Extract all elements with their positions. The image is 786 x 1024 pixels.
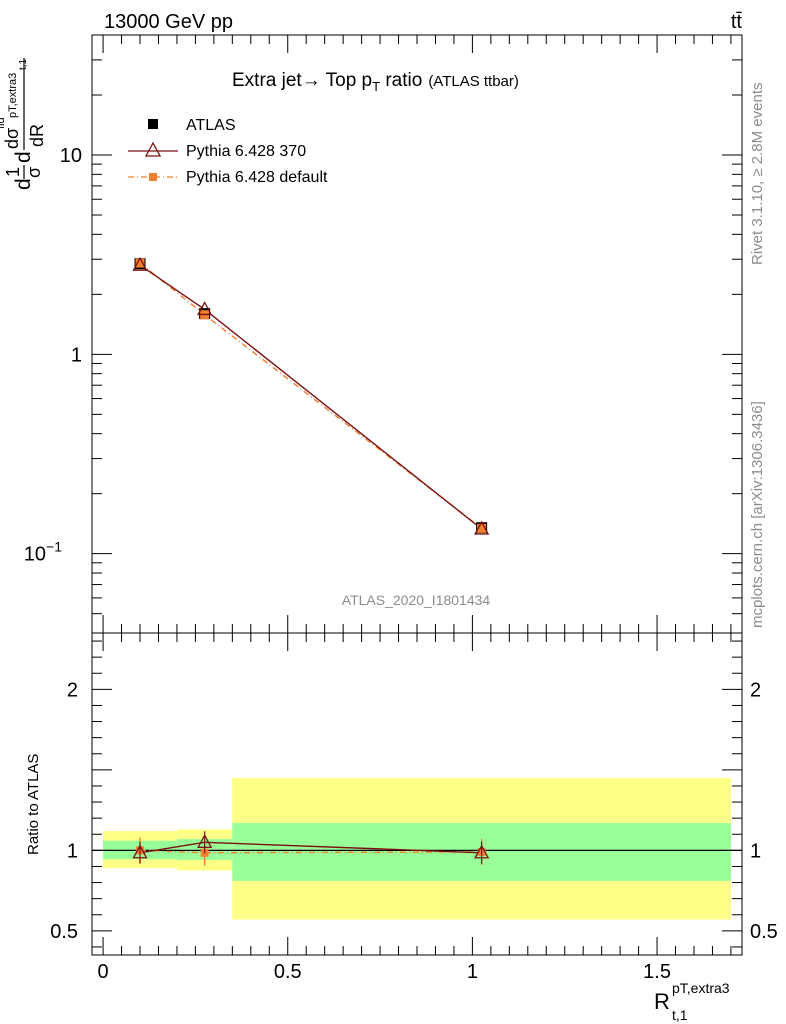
title-small: (ATLAS ttbar) [428, 73, 519, 90]
ratio-ytick-label-right: 0.5 [750, 921, 778, 943]
ratio-x-label: R pT,extra3 t,1 [654, 980, 730, 1023]
ratio-ytick-label-right: 1 [750, 840, 761, 862]
legend-370-marker [144, 141, 162, 157]
main-ytick-label: 1 [71, 344, 82, 366]
ylabel-fid: fid [0, 117, 7, 129]
legend-item-pythia-default: Pythia 6.428 default [128, 169, 328, 186]
main-panel: 10 1 10−1 Extra jet→ Top pT ratio (ATLAS tt… [0, 34, 743, 634]
main-370-point [197, 301, 213, 316]
ratio-xtick-label: 1 [467, 961, 478, 983]
ylabel-dR: dR [27, 124, 47, 147]
ratio-370-point [132, 844, 148, 859]
ylabel-dsigma: dσ [2, 128, 22, 149]
ratio-panel: 2 2 1 1 0.5 0.5 0 0.5 1 1.5 Ratio to ATLAS R pT,… [25, 632, 778, 1023]
ylabel-d2: d [12, 151, 35, 163]
ratio-series [132, 831, 490, 866]
ratio-xtick-label: 1.5 [643, 961, 671, 983]
xlabel-sub: t,1 [672, 1007, 688, 1023]
ylabel-pT: pT,extra3 [7, 73, 19, 118]
main-default-point [477, 523, 487, 533]
main-ytick-label: 10 [60, 145, 82, 167]
ratio-xtick-label: 0 [98, 961, 109, 983]
ratio-370-point [474, 844, 490, 859]
main-title: Extra jet→ Top pT ratio (ATLAS ttbar) [232, 70, 519, 94]
ylabel-sigma: σ [24, 167, 44, 178]
legend-atlas-label: ATLAS [186, 117, 236, 134]
ratio-x-ticks: 0 0.5 1 1.5 [98, 633, 732, 983]
ratio-ytick-label-left: 1 [67, 840, 78, 862]
ratio-ytick-label-left: 0.5 [50, 921, 78, 943]
main-default-point [135, 258, 145, 268]
ratio-370-point [197, 833, 213, 848]
title-rest: ratio [380, 70, 422, 91]
ylabel-one: 1 [3, 167, 23, 177]
ratio-default-line [139, 849, 482, 854]
ratio-ytick-label-right: 2 [750, 679, 761, 701]
ylabel-d1: d [12, 178, 35, 190]
ylabel-t1: t,1 [18, 58, 29, 70]
main-ytick-label: 10−1 [24, 539, 62, 566]
legend-default-label: Pythia 6.428 default [186, 169, 328, 186]
watermark: ATLAS_2020_I1801434 [342, 592, 491, 608]
legend-item-pythia-370: Pythia 6.428 370 [128, 141, 306, 160]
legend: ATLAS Pythia 6.428 370 Pythia 6.428 defa… [128, 117, 328, 186]
mcplots-label: mcplots.cern.ch [arXiv:1306.3436] [749, 401, 766, 628]
ratio-y-label: Ratio to ATLAS [25, 754, 42, 855]
legend-default-marker [149, 173, 157, 181]
main-y-label: d 1 σ d dσ fid dR pT,extra3 t,1 [0, 58, 47, 190]
main-370-point [132, 256, 148, 271]
ratio-y-ticks: 2 2 1 1 0.5 0.5 [50, 640, 778, 948]
main-370-point [474, 520, 490, 535]
ratio-ytick-label-left: 2 [67, 679, 78, 701]
main-series [132, 256, 490, 535]
energy-label: 13000 GeV pp [104, 11, 233, 33]
legend-item-atlas: ATLAS [148, 117, 236, 134]
ratio-xtick-label: 0.5 [274, 961, 302, 983]
main-x-ticks [102, 35, 732, 633]
rivet-label: Rivet 3.1.10, ≥ 2.8M events [749, 83, 766, 266]
title-sub: T [372, 79, 380, 94]
xlabel-sup: pT,extra3 [672, 980, 730, 996]
legend-370-label: Pythia 6.428 370 [186, 143, 306, 160]
xlabel-main: R [654, 989, 670, 1014]
main-y-ticks: 10 1 10−1 [24, 34, 742, 634]
ratio-bands [103, 777, 731, 920]
title-main: Extra jet→ Top p [232, 70, 372, 91]
process-label: tt̄ [731, 11, 743, 33]
legend-atlas-marker [148, 119, 158, 129]
